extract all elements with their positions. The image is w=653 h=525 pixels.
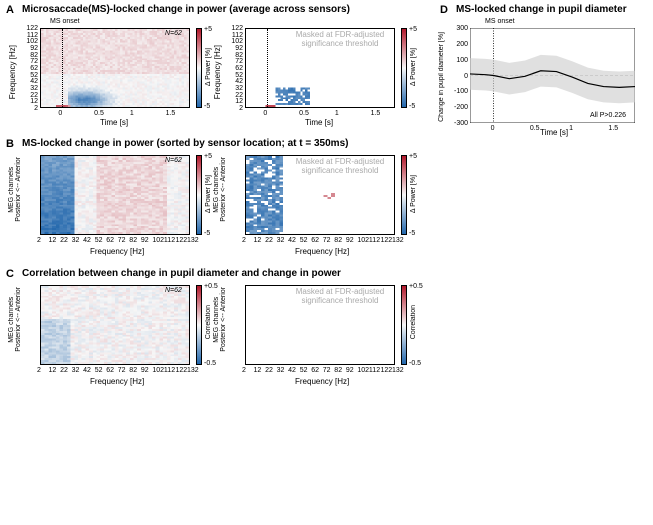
panel-a-right-ylabel: Frequency [Hz] — [213, 45, 222, 99]
panel-a-left-toplabel: MS onset — [50, 18, 80, 25]
panel-d-plot — [470, 28, 635, 123]
panel-b-left-nlabel: N=62 — [165, 157, 182, 164]
panel-d-plabel: All P>0.226 — [590, 112, 626, 119]
panel-d-title: MS-locked change in pupil diameter — [456, 4, 627, 15]
panel-a-title: Microsaccade(MS)-locked change in power … — [22, 4, 350, 15]
panel-c-left-heatmap — [40, 285, 190, 365]
panel-c-right-masklabel: Masked at FDR-adjusted significance thre… — [290, 287, 390, 305]
panel-a-left-heatmap — [40, 28, 190, 108]
panel-b-right-ylabel: MEG channels Posterior <-- Anterior — [213, 157, 227, 222]
panel-d-toplabel: MS onset — [485, 18, 515, 25]
panel-d-ylabel: Change in pupil diameter [%] — [438, 32, 445, 122]
panel-c-left-nlabel: N=62 — [165, 287, 182, 294]
panel-d-label: D — [440, 4, 448, 16]
panel-c-title: Correlation between change in pupil diam… — [22, 268, 341, 279]
panel-a-left-nlabel: N=62 — [165, 30, 182, 37]
panel-b-left-ylabel: MEG channels Posterior <-- Anterior — [8, 157, 22, 222]
panel-c-right-xlabel: Frequency [Hz] — [295, 377, 349, 386]
panel-b-right-xlabel: Frequency [Hz] — [295, 247, 349, 256]
panel-c-left-ylabel: MEG channels Posterior <-- Anterior — [8, 287, 22, 352]
panel-b-left-xlabel: Frequency [Hz] — [90, 247, 144, 256]
panel-b-right-masklabel: Masked at FDR-adjusted significance thre… — [290, 157, 390, 175]
panel-b-label: B — [6, 138, 14, 150]
panel-a-left-xlabel: Time [s] — [100, 118, 128, 127]
panel-b-left-heatmap — [40, 155, 190, 235]
panel-a-label: A — [6, 4, 14, 16]
panel-b-title: MS-locked change in power (sorted by sen… — [22, 138, 348, 149]
panel-a-right-masklabel: Masked at FDR-adjusted significance thre… — [290, 30, 390, 48]
panel-d-xlabel: Time [s] — [540, 128, 568, 137]
panel-c-label: C — [6, 268, 14, 280]
panel-a-right-xlabel: Time [s] — [305, 118, 333, 127]
panel-a-left-ylabel: Frequency [Hz] — [8, 45, 17, 99]
panel-c-left-xlabel: Frequency [Hz] — [90, 377, 144, 386]
panel-c-right-ylabel: MEG channels Posterior <-- Anterior — [213, 287, 227, 352]
